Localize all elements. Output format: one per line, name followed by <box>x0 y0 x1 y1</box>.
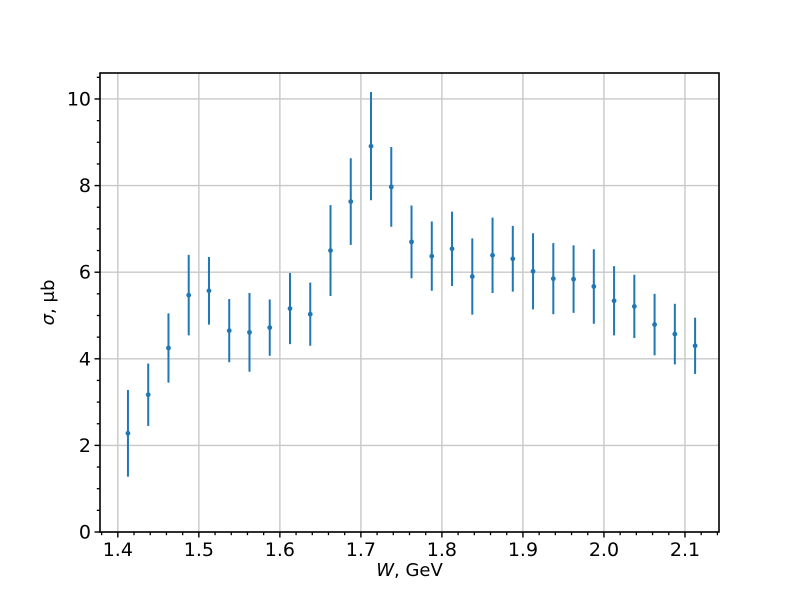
data-point-marker <box>267 325 273 331</box>
data-point-marker <box>469 274 475 279</box>
data-point-marker <box>652 322 657 327</box>
x-tick-label: 1.8 <box>427 539 457 561</box>
x-tick-label: 1.9 <box>508 539 538 561</box>
data-point-marker <box>409 239 414 245</box>
data-point-marker <box>145 392 151 398</box>
data-point-marker <box>368 143 374 149</box>
data-point-marker <box>672 331 678 337</box>
data-point-marker <box>186 292 192 298</box>
data-point-marker <box>530 268 536 274</box>
data-point-marker <box>591 284 597 289</box>
data-point-marker <box>166 345 171 351</box>
y-tick-label: 8 <box>79 175 91 197</box>
plot-border <box>99 72 720 533</box>
data-point-marker <box>429 253 435 259</box>
data-point-marker <box>571 276 576 282</box>
data-point-marker <box>490 252 495 258</box>
x-tick-label: 2.1 <box>670 539 700 561</box>
data-point-marker <box>510 256 516 262</box>
data-point-marker <box>247 329 252 335</box>
data-point-marker <box>125 430 131 436</box>
y-tick-label: 0 <box>79 522 91 544</box>
data-point-marker <box>307 311 313 317</box>
x-tick-label: 2.0 <box>589 539 619 561</box>
y-tick-label: 2 <box>79 435 91 457</box>
x-tick-label: 1.7 <box>346 539 376 561</box>
x-tick-label: 1.6 <box>265 539 295 561</box>
data-point-marker <box>287 306 293 311</box>
data-point-marker <box>226 328 232 334</box>
y-axis-label: σ, μb <box>38 280 59 326</box>
data-point-marker <box>328 248 333 253</box>
data-point-marker <box>348 199 354 205</box>
data-point-marker <box>631 303 637 309</box>
data-point-marker <box>388 184 394 190</box>
data-point-marker <box>692 343 698 349</box>
y-tick-label: 4 <box>79 348 91 370</box>
data-point-marker <box>206 288 212 294</box>
x-tick-label: 1.4 <box>103 539 133 561</box>
data-point-marker <box>611 298 617 304</box>
y-tick-label: 6 <box>79 262 91 284</box>
x-axis-label: W, GeV <box>376 560 443 581</box>
y-tick-label: 10 <box>67 88 91 110</box>
data-point-marker <box>449 246 455 252</box>
data-point-marker <box>550 276 556 282</box>
x-tick-label: 1.5 <box>184 539 214 561</box>
